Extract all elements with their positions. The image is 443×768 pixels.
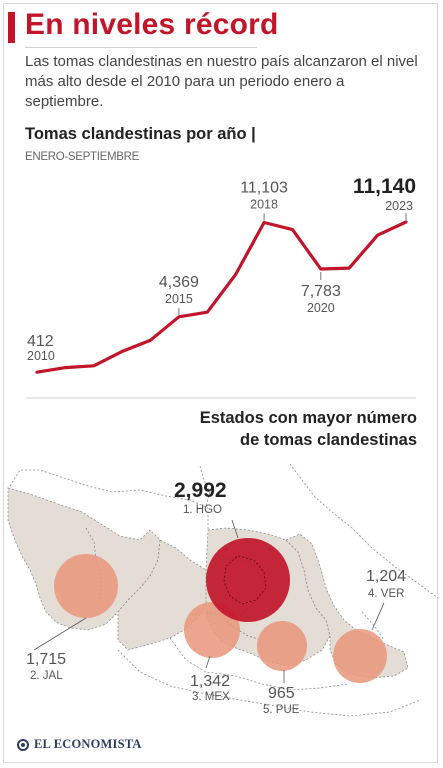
bubble-mex	[184, 602, 240, 658]
data-label-year-2010: 2010	[27, 349, 55, 363]
leader-hgo	[231, 519, 239, 539]
bubble-jal	[54, 554, 118, 618]
data-label-value-2023: 11,140	[353, 175, 416, 198]
map-gulf-coast	[289, 463, 439, 599]
headline: En niveles récord	[25, 8, 279, 41]
map-value-pue: 965	[268, 685, 295, 702]
map-state-jal: 2. JAL	[30, 670, 63, 682]
infographic-frame	[3, 3, 438, 763]
brand-logo: EL ECONOMISTA	[17, 737, 142, 752]
hgo-state-outline	[223, 555, 267, 605]
title-accent-bar	[8, 12, 15, 43]
data-label-value-2010: 412	[27, 333, 54, 350]
intro-text: Las tomas clandestinas en nuestro país a…	[25, 53, 418, 110]
map-value-ver: 1,204	[366, 568, 406, 585]
leader-ver	[371, 602, 385, 631]
map-state-border-north	[9, 469, 209, 530]
series-line	[35, 220, 408, 374]
map-title: Estados con mayor número de tomas clande…	[200, 407, 417, 451]
headline-rule	[25, 47, 257, 48]
data-label-year-2015: 2015	[165, 292, 193, 306]
map-border-hgo-north	[199, 465, 211, 507]
bubble-ver	[333, 629, 387, 683]
bubble-hgo	[206, 538, 290, 622]
map-state-border-south	[169, 637, 349, 691]
map-south-coast	[117, 649, 421, 717]
bubble-pue	[257, 621, 307, 671]
brand-name: EL ECONOMISTA	[34, 737, 142, 751]
data-label-year-2023: 2023	[385, 199, 413, 213]
map-border-ver	[361, 611, 385, 641]
leader-mex	[205, 655, 211, 669]
data-label-value-2020: 7,783	[301, 283, 341, 300]
map-state-hgo: 1. HGO	[183, 504, 222, 516]
map-title-line1: Estados con mayor número	[199, 409, 417, 427]
data-label-year-2018: 2018	[250, 198, 278, 212]
map-state-pue: 5. PUE	[263, 704, 300, 716]
data-label-value-2018: 11,103	[240, 180, 288, 197]
map-state-ver: 4. VER	[368, 588, 404, 600]
map-title-line2: de tomas clandestinas	[240, 431, 417, 449]
map-value-mex: 1,342	[190, 673, 230, 690]
data-label-value-2015: 4,369	[159, 274, 199, 291]
line-chart-title: Tomas clandestinas por año |	[25, 125, 256, 143]
map-state-mex: 3. MEX	[192, 691, 230, 703]
map-value-hgo: 2,992	[174, 479, 227, 502]
leader-jal	[33, 617, 87, 651]
map-value-jal: 1,715	[26, 651, 66, 668]
data-label-year-2020: 2020	[307, 301, 335, 315]
line-chart-subtitle: ENERO-SEPTIEMBRE	[25, 151, 140, 163]
brand-mark-icon	[17, 738, 29, 751]
